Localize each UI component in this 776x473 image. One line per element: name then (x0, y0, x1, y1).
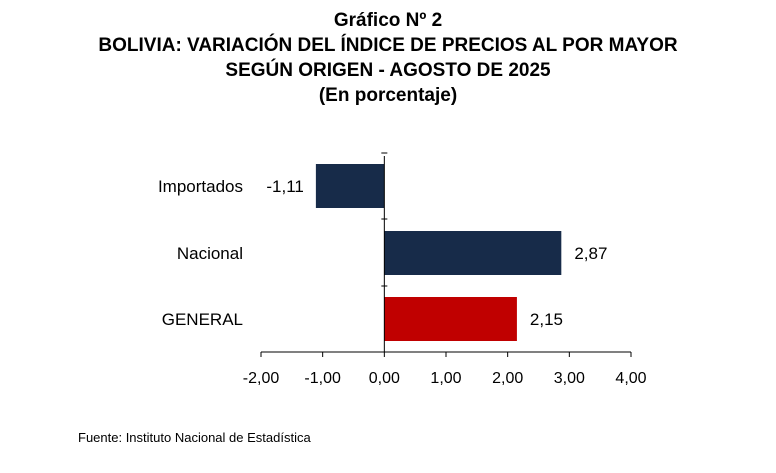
bar-general (384, 297, 517, 341)
x-tick-label: 4,00 (615, 370, 646, 387)
x-tick-label: -2,00 (243, 370, 280, 387)
x-tick-label: -1,00 (304, 370, 341, 387)
chart-title-block: Gráfico Nº 2 BOLIVIA: VARIACIÓN DEL ÍNDI… (0, 8, 776, 108)
x-tick-label: 1,00 (430, 370, 461, 387)
bar-importados (315, 164, 385, 208)
source-note: Fuente: Instituto Nacional de Estadístic… (78, 430, 311, 445)
category-label: Nacional (177, 244, 243, 263)
x-tick-label: 3,00 (554, 370, 585, 387)
chart-title: BOLIVIA: VARIACIÓN DEL ÍNDICE DE PRECIOS… (98, 35, 678, 56)
category-label: Importados (158, 177, 243, 196)
category-label: GENERAL (162, 310, 243, 329)
x-tick-label: 2,00 (492, 370, 523, 387)
x-tick-label: 0,00 (369, 370, 400, 387)
chart-units: (En porcentaje) (318, 85, 458, 106)
chart-subtitle: SEGÚN ORIGEN - AGOSTO DE 2025 (225, 60, 551, 81)
value-label: 2,15 (530, 310, 563, 329)
bar-nacional (384, 231, 562, 275)
value-label: 2,87 (574, 244, 607, 263)
value-label: -1,11 (266, 177, 304, 196)
chart-number: Gráfico Nº 2 (333, 10, 443, 31)
